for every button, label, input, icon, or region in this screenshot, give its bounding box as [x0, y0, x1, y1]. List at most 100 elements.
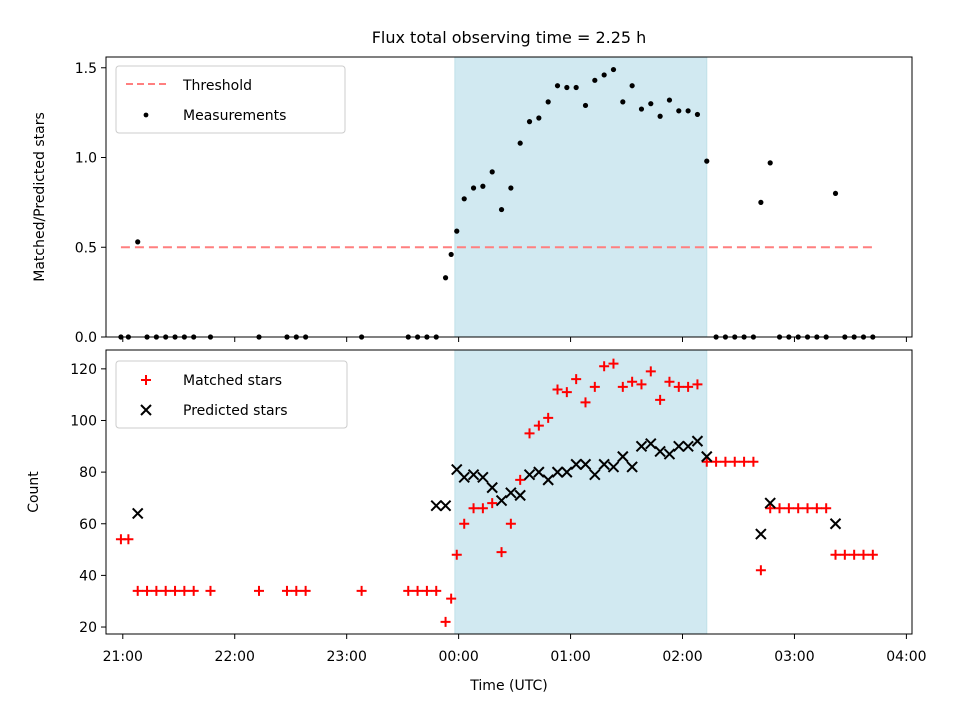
matched-star-point [720, 456, 731, 467]
measurements-legend-swatch [143, 112, 149, 118]
predicted-star-point [645, 438, 657, 450]
ratio-y-axis: 0.0 0.5 1.0 1.5 [75, 61, 106, 346]
measurement-point [666, 97, 673, 103]
matched-star-point [552, 384, 563, 395]
matched-star-point [487, 498, 498, 509]
measurement-point [545, 99, 551, 105]
ratio-y-tick-label: 1.0 [75, 151, 97, 167]
predicted-star-point [439, 499, 452, 512]
measurement-point [582, 102, 589, 109]
predicted-star-point [458, 471, 470, 483]
predicted-star-point [829, 518, 842, 530]
threshold-legend-label: Threshold [182, 78, 252, 94]
predicted-star-point [523, 468, 536, 481]
count-y-tick-label: 80 [79, 465, 97, 481]
matched-star-point [451, 549, 462, 560]
measurement-point [629, 83, 635, 89]
matched-star-point [729, 456, 740, 467]
time-x-tick-label: 04:00 [886, 649, 926, 665]
ratio-x-axis [122, 337, 907, 342]
matched-star-point [412, 585, 423, 596]
count-axes-frame [105, 349, 913, 635]
matched-star-point [811, 503, 822, 514]
measurement-point [554, 83, 561, 89]
matched-star-point [589, 381, 600, 392]
measurement-point [442, 275, 449, 281]
predicted-star-point [682, 440, 694, 453]
matched-star-point [571, 374, 582, 385]
matched-star-point [281, 585, 292, 596]
predicted-star-point [132, 507, 144, 520]
matched-star-point [440, 616, 451, 627]
measurements-legend-label: Measurements [183, 108, 286, 124]
matched-star-point [802, 503, 813, 514]
measurement-point [508, 185, 514, 191]
count-y-tick-label: 100 [70, 413, 97, 429]
matched-star-point [755, 565, 766, 576]
predicted-star-point [589, 468, 601, 481]
chart-title: Flux total observing time = 2.25 h [372, 28, 647, 47]
count-y-axis: 20 40 60 80 100 120 [70, 362, 106, 636]
matched-star-point [617, 381, 628, 392]
measurement-point [657, 113, 663, 119]
predicted-star-point [430, 499, 442, 512]
measurement-point [620, 99, 626, 105]
observing-span-bottom [454, 349, 708, 635]
predicted-star-point [617, 450, 629, 463]
matched-star-point [524, 428, 535, 439]
measurement-point [573, 84, 579, 91]
matched-star-point [711, 456, 722, 467]
matched-star-point [151, 585, 162, 596]
measurement-point [638, 106, 645, 112]
matched-star-point [608, 358, 619, 369]
observing-span-top [454, 56, 708, 338]
predicted-star-point [533, 466, 545, 478]
matched-star-point [561, 387, 572, 398]
predicted-legend-swatch [140, 404, 152, 416]
predicted-star-point [542, 474, 554, 486]
matched-star-point [505, 518, 516, 529]
measurement-point [592, 77, 598, 83]
count-y-tick-label: 40 [79, 568, 97, 584]
predicted-star-point [654, 445, 666, 458]
matched-star-point [692, 379, 703, 390]
matched-star-point [291, 585, 302, 596]
predicted-star-point [495, 494, 508, 507]
matched-star-point [739, 456, 750, 467]
predicted-star-point [467, 468, 480, 481]
ratio-legend-box [115, 65, 346, 134]
matched-star-point [132, 585, 143, 596]
predicted-star-point [701, 450, 713, 463]
time-x-tick-label: 03:00 [774, 649, 814, 665]
matched-star-point [645, 366, 656, 377]
measurement-point [480, 183, 486, 189]
measurement-point [461, 196, 467, 202]
matched-star-point [655, 394, 666, 405]
matched-star-point [403, 585, 414, 596]
predicted-star-point [486, 481, 498, 494]
measurement-point [601, 72, 607, 78]
predicted-star-point [626, 461, 638, 473]
measurement-point [767, 160, 773, 166]
matched-star-point [142, 585, 153, 596]
predicted-star-point [755, 528, 767, 540]
measurement-point [454, 228, 460, 234]
count-legend-box [115, 360, 348, 429]
matched-star-point [356, 585, 367, 596]
matched-star-point [459, 518, 470, 529]
predicted-star-point [570, 458, 582, 471]
ratio-legend: Threshold Measurements [115, 65, 346, 134]
predicted-star-point [551, 466, 564, 478]
measurement-point [758, 199, 764, 205]
matched-star-point [783, 503, 794, 514]
measurement-point [676, 108, 682, 114]
matched-star-point [774, 503, 785, 514]
matched-star-point [515, 474, 526, 485]
time-x-tick-label: 02:00 [662, 649, 702, 665]
matched-star-point [664, 376, 675, 387]
matched-star-point [160, 585, 171, 596]
count-y-tick-label: 60 [79, 517, 97, 533]
matched-star-point [748, 456, 759, 467]
count-y-axis-label: Count [26, 471, 42, 513]
